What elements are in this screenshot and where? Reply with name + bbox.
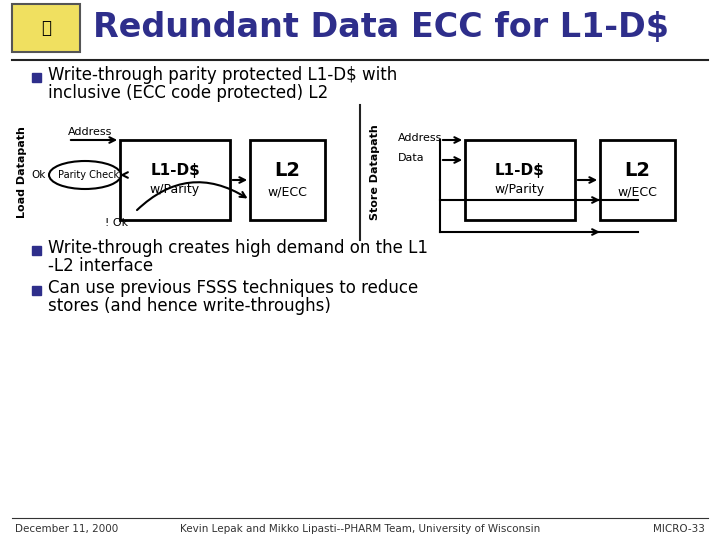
Text: -L2 interface: -L2 interface <box>48 257 153 275</box>
Text: w/Parity: w/Parity <box>495 184 545 197</box>
Bar <box>120 140 230 220</box>
Text: December 11, 2000: December 11, 2000 <box>15 524 118 534</box>
Bar <box>32 73 41 82</box>
Text: Address: Address <box>68 127 112 137</box>
Bar <box>250 140 325 220</box>
Bar <box>465 140 575 220</box>
Bar <box>32 286 41 295</box>
Text: w/Parity: w/Parity <box>150 184 200 197</box>
Text: Write-through creates high demand on the L1: Write-through creates high demand on the… <box>48 239 428 257</box>
Text: Write-through parity protected L1-D$ with: Write-through parity protected L1-D$ wit… <box>48 66 397 84</box>
Text: Load Datapath: Load Datapath <box>17 126 27 219</box>
Text: Address: Address <box>398 133 442 143</box>
Text: Store Datapath: Store Datapath <box>370 125 380 220</box>
Text: L1-D$: L1-D$ <box>495 163 545 178</box>
Text: L2: L2 <box>274 160 300 179</box>
Bar <box>600 140 675 220</box>
FancyBboxPatch shape <box>12 4 80 52</box>
Text: inclusive (ECC code protected) L2: inclusive (ECC code protected) L2 <box>48 84 328 102</box>
Text: 🐄: 🐄 <box>41 19 51 37</box>
Text: Kevin Lepak and Mikko Lipasti--PHARM Team, University of Wisconsin: Kevin Lepak and Mikko Lipasti--PHARM Tea… <box>180 524 540 534</box>
Text: MICRO-33: MICRO-33 <box>653 524 705 534</box>
Text: L2: L2 <box>624 160 650 179</box>
Text: w/ECC: w/ECC <box>618 186 657 199</box>
Ellipse shape <box>49 161 121 189</box>
Text: L1-D$: L1-D$ <box>150 163 200 178</box>
Text: ! Ok: ! Ok <box>105 218 128 228</box>
Text: stores (and hence write-throughs): stores (and hence write-throughs) <box>48 297 331 315</box>
Text: Parity Check: Parity Check <box>58 170 120 180</box>
Bar <box>32 246 41 255</box>
Text: Can use previous FSSS techniques to reduce: Can use previous FSSS techniques to redu… <box>48 279 418 297</box>
Text: Ok: Ok <box>31 170 45 180</box>
Text: Redundant Data ECC for L1-D$: Redundant Data ECC for L1-D$ <box>93 11 669 44</box>
Text: Data: Data <box>398 153 425 163</box>
Text: w/ECC: w/ECC <box>268 186 307 199</box>
